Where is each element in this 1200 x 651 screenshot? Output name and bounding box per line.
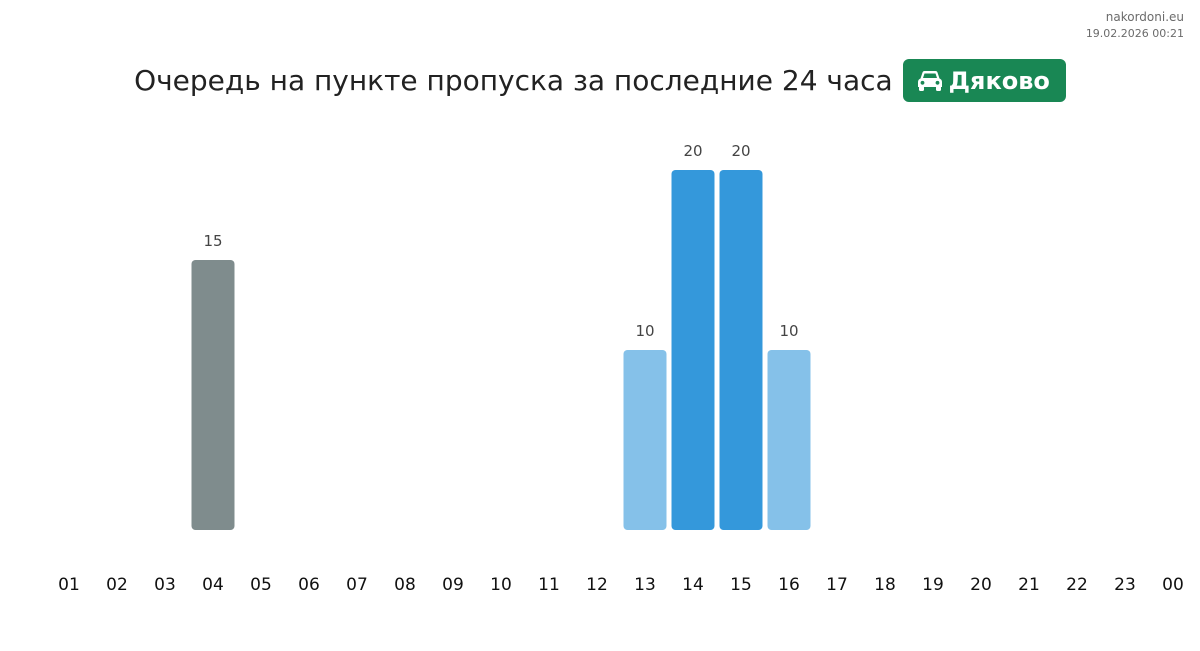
x-tick-label: 05 bbox=[250, 575, 272, 595]
timestamp: 19.02.2026 00:21 bbox=[1085, 27, 1184, 40]
x-tick-label: 17 bbox=[826, 575, 848, 595]
x-tick-label: 10 bbox=[490, 575, 512, 595]
page-title: Очередь на пункте пропуска за последние … bbox=[134, 64, 893, 97]
x-tick-label: 02 bbox=[106, 575, 128, 595]
car-icon bbox=[917, 70, 942, 91]
checkpoint-name: Дяково bbox=[948, 66, 1050, 95]
x-tick-label: 03 bbox=[154, 575, 176, 595]
x-tick-label: 15 bbox=[730, 575, 752, 595]
x-tick-label: 01 bbox=[58, 575, 80, 595]
x-tick-label: 06 bbox=[298, 575, 320, 595]
bar-value-label: 10 bbox=[635, 322, 654, 340]
bar-04[interactable] bbox=[191, 260, 235, 530]
x-tick-label: 23 bbox=[1114, 575, 1136, 595]
bar-14[interactable] bbox=[671, 170, 715, 530]
header: Очередь на пункте пропуска за последние … bbox=[0, 59, 1200, 102]
x-tick-label: 21 bbox=[1018, 575, 1040, 595]
x-tick-label: 18 bbox=[874, 575, 896, 595]
x-tick-label: 13 bbox=[634, 575, 656, 595]
site-info: nakordoni.eu 19.02.2026 00:21 bbox=[1086, 9, 1184, 41]
x-tick-label: 04 bbox=[202, 575, 224, 595]
x-tick-label: 12 bbox=[586, 575, 608, 595]
x-tick-label: 09 bbox=[442, 575, 464, 595]
x-tick-label: 16 bbox=[778, 575, 800, 595]
x-tick-label: 22 bbox=[1066, 575, 1088, 595]
bar-13[interactable] bbox=[623, 350, 667, 530]
x-tick-label: 08 bbox=[394, 575, 416, 595]
x-tick-label: 00 bbox=[1162, 575, 1184, 595]
x-tick-label: 07 bbox=[346, 575, 368, 595]
bar-value-label: 10 bbox=[779, 322, 798, 340]
x-tick-label: 20 bbox=[970, 575, 992, 595]
x-tick-label: 11 bbox=[538, 575, 560, 595]
x-tick-label: 19 bbox=[922, 575, 944, 595]
bar-16[interactable] bbox=[767, 350, 811, 530]
bar-value-label: 20 bbox=[683, 142, 702, 160]
bar-value-label: 20 bbox=[731, 142, 750, 160]
checkpoint-badge: Дяково bbox=[902, 59, 1066, 102]
x-tick-label: 14 bbox=[682, 575, 704, 595]
site-name[interactable]: nakordoni.eu bbox=[1105, 10, 1184, 24]
bar-value-label: 15 bbox=[203, 232, 222, 250]
bar-15[interactable] bbox=[719, 170, 763, 530]
